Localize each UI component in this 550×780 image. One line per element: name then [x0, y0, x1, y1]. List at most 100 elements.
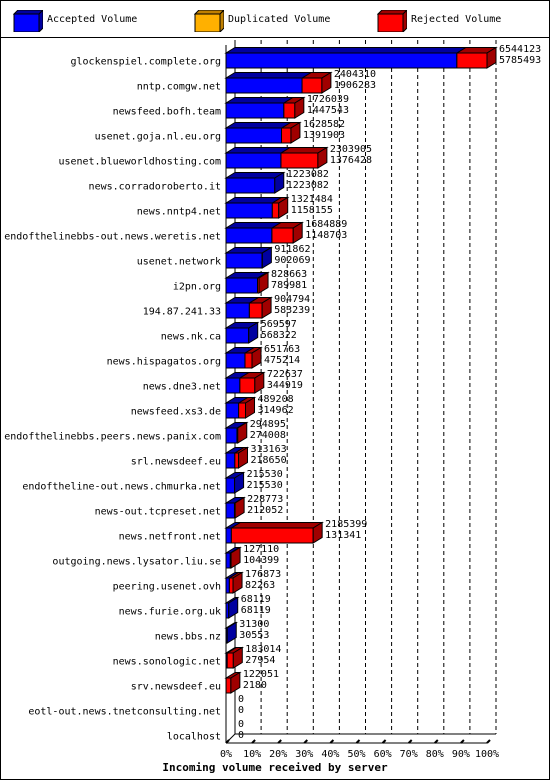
x-axis-label: Incoming volume received by server	[162, 761, 388, 774]
bar-side	[230, 546, 241, 569]
bar-rejected	[228, 577, 234, 594]
bar-side	[292, 221, 303, 244]
legend-label-accepted: Accepted Volume	[47, 14, 138, 25]
bar-accepted-top	[224, 47, 468, 54]
bar-side	[226, 621, 237, 644]
category-label: usenet.blueworldhosting.com	[58, 157, 221, 168]
bar-side	[290, 121, 301, 144]
total-value-label: 722637	[267, 369, 303, 380]
bar-accepted	[225, 427, 238, 444]
total-value-label: 2404310	[334, 69, 376, 80]
x-tick-label: 0%	[220, 749, 232, 760]
bar-accepted	[225, 277, 259, 294]
bar-side	[230, 671, 241, 694]
accepted-value-label: 27954	[245, 655, 275, 666]
accepted-value-label: 2180	[243, 680, 267, 691]
category-label: news.hispagatos.org	[107, 357, 221, 368]
accepted-value-label: 475214	[264, 355, 300, 366]
total-value-label: 828663	[271, 269, 307, 280]
bar-accepted	[225, 302, 250, 319]
category-label: endofthelinebbs-out.news.weretis.net	[4, 232, 221, 243]
bar-rejected	[225, 677, 232, 694]
x-tick-label: 80%	[426, 749, 444, 760]
bar-rejected	[238, 402, 247, 419]
bar-side	[232, 571, 243, 594]
x-tick	[460, 739, 465, 744]
accepted-value-label: 1223082	[287, 180, 329, 191]
bar-accepted-top	[224, 222, 283, 229]
legend-swatch-rejected	[377, 10, 407, 32]
bar-rejected	[271, 227, 294, 244]
bar-side	[274, 171, 285, 194]
x-tick	[486, 739, 491, 744]
bar-accepted	[225, 452, 236, 469]
category-label: news.nntp4.net	[137, 207, 221, 218]
bar-accepted	[225, 202, 273, 219]
accepted-value-label: 5785493	[499, 55, 541, 66]
accepted-value-label: 583239	[274, 305, 310, 316]
category-label: news.furie.org.uk	[119, 607, 221, 618]
total-value-label: 2303905	[330, 144, 372, 155]
category-label: peering.usenet.ovh	[113, 582, 221, 593]
x-tick	[329, 739, 335, 744]
bar-side	[258, 271, 269, 294]
category-label: outgoing.news.lysator.liu.se	[52, 557, 221, 568]
x-tick-label: 10%	[243, 749, 261, 760]
accepted-value-label: 215530	[247, 480, 283, 491]
bar-accepted	[225, 177, 276, 194]
accepted-value-label: 789981	[271, 280, 307, 291]
x-tick	[303, 739, 309, 744]
total-value-label: 0	[238, 719, 244, 730]
accepted-value-label: 30553	[239, 630, 269, 641]
accepted-value-label: 568322	[261, 330, 297, 341]
category-label: srl.newsdeef.eu	[131, 457, 221, 468]
total-value-label: 228773	[247, 494, 283, 505]
category-label: newsfeed.bofh.team	[113, 107, 221, 118]
bar-rejected	[271, 202, 280, 219]
bar-accepted-top	[224, 122, 293, 129]
x-tick-label: 90%	[452, 749, 470, 760]
total-value-label: 1321484	[291, 194, 333, 205]
total-value-label: 1223082	[287, 169, 329, 180]
x-tick-label: 100%	[475, 749, 499, 760]
total-value-label: 1684889	[305, 219, 347, 230]
bar-accepted	[225, 352, 246, 369]
x-tick-label: 50%	[347, 749, 365, 760]
bar-side	[312, 521, 323, 544]
bar-rejected	[456, 52, 488, 69]
category-label: localhost	[167, 732, 221, 743]
accepted-value-label: 0	[238, 730, 244, 741]
category-label: endofthelinebbs.peers.news.panix.com	[4, 432, 221, 443]
legend-swatch-accepted	[13, 10, 43, 32]
legend: Accepted Volume Duplicated Volume Reject…	[1, 1, 549, 38]
category-label: news.netfront.net	[119, 532, 221, 543]
bar-side	[228, 596, 239, 619]
accepted-value-label: 1906283	[334, 80, 376, 91]
bar-accepted	[225, 52, 458, 69]
bar-side	[237, 446, 248, 469]
accepted-value-label: 131341	[325, 530, 361, 541]
bar-accepted	[225, 402, 240, 419]
total-value-label: 0	[238, 694, 244, 705]
category-label: news-out.tcpreset.net	[95, 507, 221, 518]
bar-accepted	[225, 527, 232, 544]
accepted-value-label: 0	[238, 705, 244, 716]
bar-accepted	[225, 252, 263, 269]
bar-side	[232, 646, 243, 669]
x-tick-label: 40%	[321, 749, 339, 760]
bar-side	[278, 196, 289, 219]
accepted-value-label: 902069	[274, 255, 310, 266]
accepted-value-label: 1376428	[330, 155, 372, 166]
bar-accepted-top	[224, 147, 292, 154]
accepted-value-label: 344919	[267, 380, 303, 391]
bar-accepted	[225, 102, 285, 119]
accepted-value-label: 1447543	[307, 105, 349, 116]
bar-side	[237, 421, 248, 444]
total-value-label: 651763	[264, 344, 300, 355]
bar-rejected	[226, 652, 234, 669]
bar-accepted	[225, 502, 235, 519]
bar-rejected	[230, 527, 314, 544]
bar-side	[234, 471, 245, 494]
total-value-label: 294895	[250, 419, 286, 430]
